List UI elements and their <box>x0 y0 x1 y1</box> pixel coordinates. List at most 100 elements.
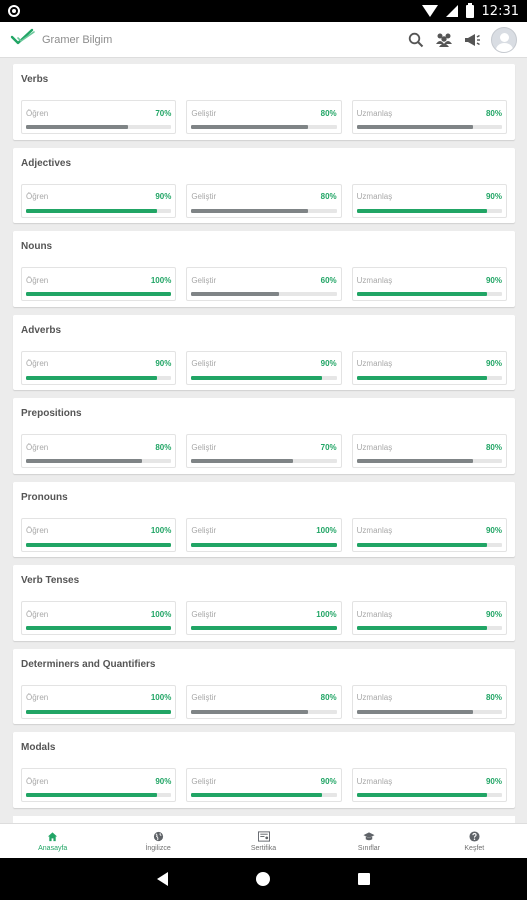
level-box[interactable]: Uzmanlaş 90% <box>351 267 507 301</box>
level-label: Öğren <box>26 442 49 452</box>
level-percent: 90% <box>485 609 502 619</box>
level-box[interactable]: Geliştir 100% <box>186 601 342 635</box>
level-box[interactable]: Öğren 90% <box>21 350 177 385</box>
level-percent: 100% <box>316 609 337 619</box>
level-percent: 80% <box>485 693 502 702</box>
avatar[interactable] <box>491 26 517 53</box>
topic-title: Prepositions <box>21 408 82 419</box>
recent-apps-button[interactable] <box>358 873 370 885</box>
level-percent: 80% <box>320 693 337 702</box>
level-label: Öğren <box>26 776 49 786</box>
topic-card[interactable]: Determiners and Quantifiers Öğren 100% Geli… <box>13 648 515 724</box>
level-box[interactable]: Uzmanlaş 90% <box>351 350 507 385</box>
topic-card[interactable]: Verbs Öğren 70% Geliştir 80% Uzmanlaş 80% <box>13 64 515 140</box>
battery-icon <box>465 2 474 18</box>
back-button[interactable] <box>157 872 168 886</box>
level-row: Öğren 100% Geliştir 100% Uzmanlaş 90% <box>21 517 507 552</box>
progress-fill <box>26 542 172 547</box>
topic-card[interactable]: Nouns Öğren 100% Geliştir 60% Uzmanlaş 90% <box>13 231 515 307</box>
progress-fill <box>356 208 488 213</box>
users-icon[interactable] <box>435 31 453 49</box>
nav-item-home[interactable]: Anasayfa <box>0 824 105 858</box>
nav-item-certificate[interactable]: Sertifika <box>211 824 316 858</box>
progress-bar <box>191 292 337 296</box>
topic-card[interactable]: Verb Tenses Öğren 100% Geliştir 100% Uzmanlaş… <box>13 565 515 641</box>
level-box[interactable]: Geliştir 100% <box>186 517 342 552</box>
level-box[interactable]: Geliştir 80% <box>186 183 342 218</box>
level-percent: 60% <box>320 275 337 285</box>
topic-title: Adjectives <box>21 157 72 169</box>
checkmark-logo-icon <box>10 28 36 51</box>
level-header: Uzmanlaş 80% <box>357 691 502 705</box>
level-percent: 90% <box>485 192 502 201</box>
notification-icon <box>8 5 20 17</box>
level-header: Uzmanlaş 80% <box>357 440 502 454</box>
level-box[interactable]: Öğren 90% <box>21 183 177 218</box>
progress-bar <box>356 459 502 463</box>
topic-list[interactable]: Verbs Öğren 70% Geliştir 80% Uzmanlaş 80% Adjec… <box>0 58 527 823</box>
topic-card[interactable]: Adverbs Öğren 90% Geliştir 90% Uzmanlaş 90% <box>13 314 515 390</box>
level-box[interactable]: Öğren 100% <box>21 517 177 552</box>
topic-card[interactable]: Prepositions Öğren 80% Geliştir 70% Uzmanlaş 8… <box>13 398 515 474</box>
home-button[interactable] <box>256 872 270 886</box>
topic-title: Verbs <box>21 74 49 85</box>
level-label: Uzmanlaş <box>356 108 393 118</box>
level-box[interactable]: Geliştir 70% <box>186 434 342 468</box>
level-row: Öğren 90% Geliştir 80% Uzmanlaş 90% <box>21 183 507 218</box>
level-percent: 90% <box>320 359 337 368</box>
level-box[interactable]: Geliştir 90% <box>186 350 342 385</box>
level-box[interactable]: Uzmanlaş 90% <box>351 768 507 802</box>
level-label: Uzmanlaş <box>356 693 393 702</box>
level-box[interactable]: Geliştir 80% <box>186 100 342 134</box>
level-box[interactable]: Öğren 70% <box>21 100 177 134</box>
level-label: Uzmanlaş <box>356 526 393 535</box>
progress-bar <box>191 542 337 547</box>
nav-item-globe[interactable]: İngilizce <box>105 824 210 858</box>
level-header: Geliştir 70% <box>191 440 336 454</box>
megaphone-icon[interactable] <box>463 31 481 49</box>
progress-bar <box>356 208 502 213</box>
progress-fill <box>26 793 157 797</box>
progress-fill <box>26 626 172 630</box>
level-percent: 100% <box>150 693 172 702</box>
level-box[interactable]: Uzmanlaş 90% <box>351 517 507 552</box>
nav-label: Sertifika <box>250 844 277 852</box>
progress-bar <box>26 292 172 296</box>
topic-card[interactable]: Pronouns Öğren 100% Geliştir 100% Uzmanlaş 90% <box>13 481 515 557</box>
progress-bar <box>26 626 172 630</box>
level-percent: 90% <box>485 359 502 368</box>
progress-bar <box>356 709 502 714</box>
level-box[interactable]: Öğren 90% <box>21 768 177 802</box>
level-row: Öğren 100% Geliştir 100% Uzmanlaş 90% <box>21 601 507 635</box>
level-box[interactable]: Uzmanlaş 80% <box>351 684 507 719</box>
progress-bar <box>26 375 172 380</box>
progress-fill <box>26 208 157 213</box>
level-box[interactable]: Uzmanlaş 90% <box>351 183 507 218</box>
level-box[interactable]: Uzmanlaş 90% <box>351 601 507 635</box>
level-row: Öğren 70% Geliştir 80% Uzmanlaş 80% <box>21 100 507 134</box>
level-header: Geliştir 80% <box>191 691 336 705</box>
level-percent: 70% <box>320 442 337 452</box>
level-box[interactable]: Öğren 100% <box>21 684 177 719</box>
search-icon[interactable] <box>407 31 425 49</box>
level-percent: 80% <box>485 108 502 118</box>
nav-item-graduation-cap[interactable]: Sınıflar <box>316 824 421 858</box>
level-box[interactable]: Uzmanlaş 80% <box>351 100 507 134</box>
level-header: Uzmanlaş 90% <box>357 607 502 621</box>
topic-card[interactable]: Modals Öğren 90% Geliştir 90% Uzmanlaş 90% <box>13 732 515 808</box>
level-box[interactable]: Öğren 100% <box>21 601 177 635</box>
level-percent: 90% <box>320 776 337 786</box>
progress-bar <box>26 542 172 547</box>
level-box[interactable]: Öğren 100% <box>21 267 177 301</box>
level-percent: 100% <box>150 275 172 285</box>
level-box[interactable]: Geliştir 90% <box>186 768 342 802</box>
level-box[interactable]: Uzmanlaş 80% <box>351 434 507 468</box>
nav-item-help-circle[interactable]: Keşfet <box>422 824 527 858</box>
level-box[interactable]: Öğren 80% <box>21 434 177 468</box>
level-box[interactable]: Geliştir 60% <box>186 267 342 301</box>
progress-fill <box>356 542 488 547</box>
progress-bar <box>26 709 172 714</box>
level-box[interactable]: Geliştir 80% <box>186 684 342 719</box>
progress-fill <box>26 375 157 380</box>
topic-card[interactable]: Adjectives Öğren 90% Geliştir 80% Uzmanlaş 90% <box>13 147 515 223</box>
